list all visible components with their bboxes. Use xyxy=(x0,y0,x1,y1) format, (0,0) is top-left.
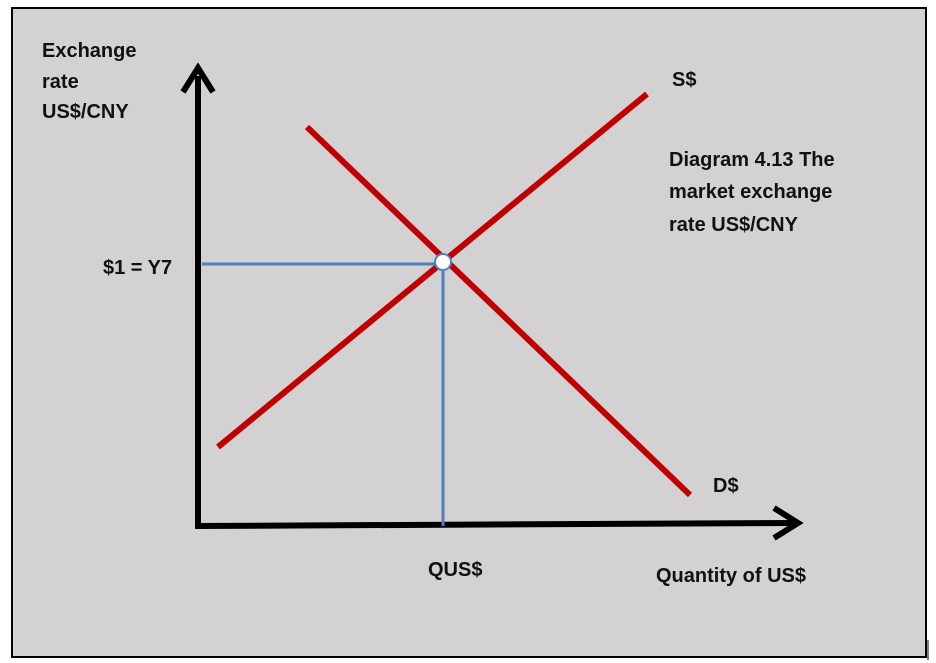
supply-curve xyxy=(216,91,649,450)
price-label: $1 = Y7 xyxy=(103,257,172,279)
quantity-label: QUS$ xyxy=(428,559,482,581)
caption: market exchange xyxy=(669,181,832,203)
frame xyxy=(11,7,927,658)
y-axis-arrow xyxy=(180,62,216,94)
caption: Diagram 4.13 The xyxy=(669,149,835,171)
demand-curve xyxy=(304,124,693,498)
supply-label: S$ xyxy=(672,69,696,91)
demand-label: D$ xyxy=(713,475,739,497)
x-axis xyxy=(194,520,793,529)
caption: rate US$/CNY xyxy=(669,214,799,236)
equilibrium-point xyxy=(434,253,452,271)
x-axis-label: Quantity of US$ xyxy=(656,565,806,587)
y-axis-label: rate xyxy=(42,71,79,93)
y-axis-label: Exchange xyxy=(42,40,136,62)
y-axis-label: US$/CNY xyxy=(42,101,129,123)
x-axis-arrow xyxy=(772,505,804,541)
